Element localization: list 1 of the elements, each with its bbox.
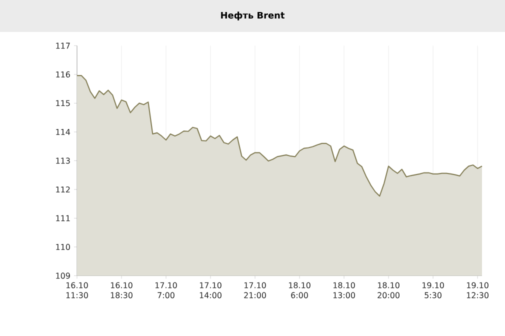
chart-title: Нефть Brent [221,12,285,20]
